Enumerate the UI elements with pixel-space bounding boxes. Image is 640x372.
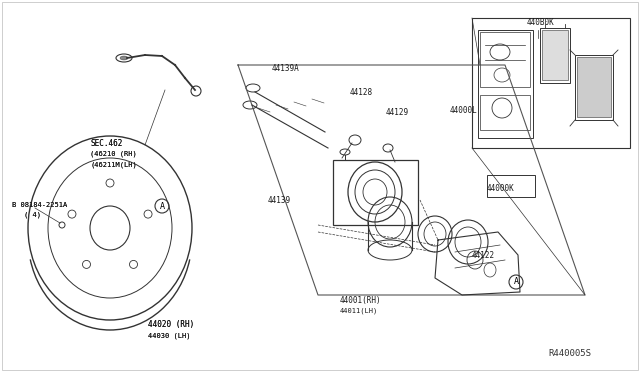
Text: 44129: 44129	[386, 108, 409, 116]
Text: A: A	[513, 278, 518, 286]
Bar	[575, 55, 613, 120]
Text: 44122: 44122	[472, 250, 495, 260]
Text: 440B0K: 440B0K	[527, 17, 555, 26]
Text: (46211M(LH): (46211M(LH)	[90, 162, 137, 168]
Text: 44000K: 44000K	[487, 183, 515, 192]
Ellipse shape	[120, 56, 128, 60]
Bar	[540, 28, 570, 83]
Text: 44030 (LH): 44030 (LH)	[148, 333, 191, 339]
Text: ( 4): ( 4)	[24, 212, 41, 218]
Bar	[542, 30, 568, 80]
Text: 44139A: 44139A	[272, 64, 300, 73]
Text: SEC.462: SEC.462	[90, 138, 122, 148]
Text: ( 4): ( 4)	[24, 212, 41, 218]
Bar	[480, 32, 530, 87]
Text: 44139: 44139	[268, 196, 291, 205]
Text: 44030 (LH): 44030 (LH)	[148, 333, 191, 339]
Bar	[472, 18, 630, 148]
Text: A: A	[159, 202, 164, 211]
Text: SEC.462: SEC.462	[90, 138, 122, 148]
Bar	[480, 95, 530, 130]
Text: 44128: 44128	[350, 87, 373, 96]
Text: (46210 (RH): (46210 (RH)	[90, 151, 137, 157]
Text: 44000L: 44000L	[450, 106, 477, 115]
Text: R440005S: R440005S	[548, 349, 591, 357]
Text: (46210 (RH): (46210 (RH)	[90, 151, 137, 157]
Text: 44020 (RH): 44020 (RH)	[148, 321, 195, 330]
Bar	[577, 57, 611, 117]
Text: (46211M(LH): (46211M(LH)	[90, 162, 137, 168]
Text: 44001(RH): 44001(RH)	[340, 295, 381, 305]
Text: 44011(LH): 44011(LH)	[340, 308, 378, 314]
Bar	[333, 160, 418, 225]
Bar	[487, 175, 535, 197]
Text: B 08184-2251A: B 08184-2251A	[12, 202, 67, 208]
Bar	[478, 30, 533, 138]
Text: 44020 (RH): 44020 (RH)	[148, 321, 195, 330]
Text: B 08184-2251A: B 08184-2251A	[12, 202, 67, 208]
